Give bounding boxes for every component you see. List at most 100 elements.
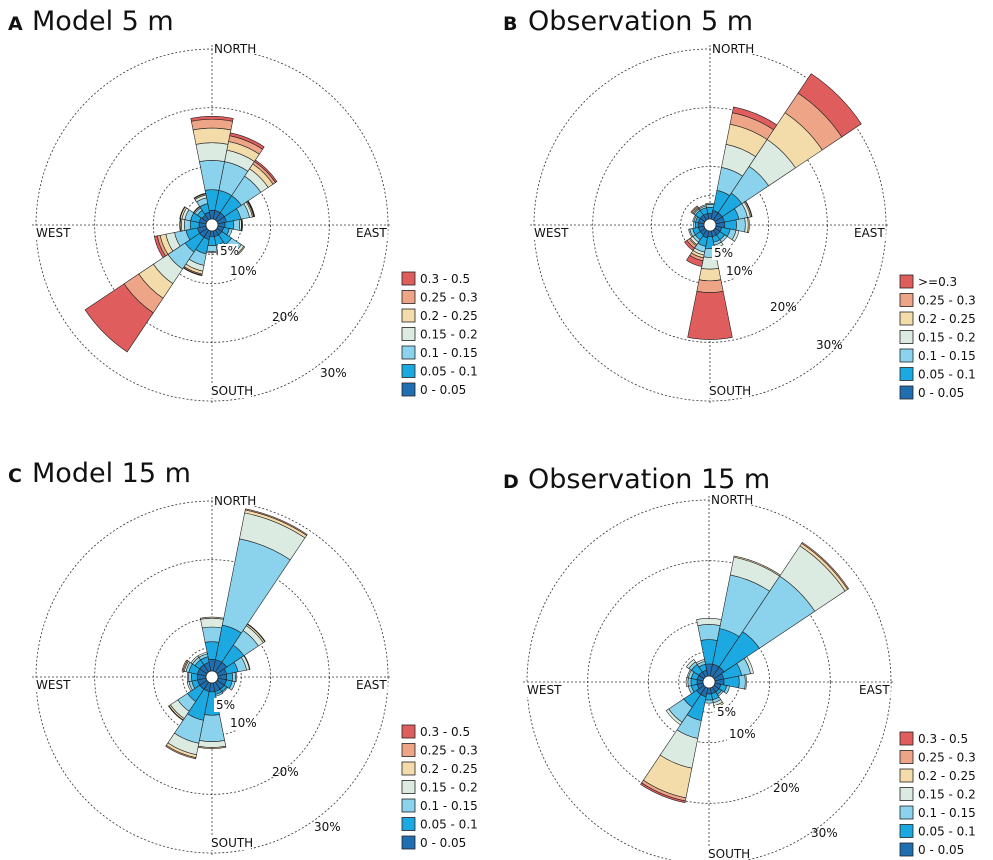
grid-ring [35,48,389,402]
legend-label: 0.05 - 0.1 [918,368,976,382]
legend-label: 0.3 - 0.5 [420,725,470,739]
ring-label: 10% [230,716,257,730]
panel-letter: B [503,13,517,35]
legend-swatch [899,842,914,857]
ring-label: 30% [816,338,843,352]
center-hole [702,675,716,689]
sector-nnw-bin-3 [197,651,208,658]
north-label: NORTH [711,493,753,507]
north-label-bg [710,493,751,507]
legend-swatch [401,345,416,360]
west-label-bg [35,678,68,692]
north-label-bg [711,42,752,56]
ring-label: 5% [717,705,736,719]
ring-label: 10% [230,264,257,278]
sector-w-bin-2 [183,219,191,231]
ring-label: 30% [811,826,838,840]
panel-letter: C [8,465,22,487]
legend-swatch [401,835,416,850]
sector-nw-bin-5 [690,205,699,214]
legend-label: 0.1 - 0.15 [420,346,478,360]
legend-swatch [401,761,416,776]
sector-s-bin-3 [197,740,227,748]
legend-label: 0.1 - 0.15 [420,799,478,813]
legend-swatch [401,724,416,739]
sector-e-bin-4 [747,216,750,234]
legend-swatch [899,293,914,307]
legend-label: 0.25 - 0.3 [420,291,478,305]
sector-ne-bin-5 [246,623,266,643]
legend-swatch [401,817,416,831]
sector-nnw-bin-5 [193,192,207,199]
sector-w-bin-2 [687,677,692,687]
south-label-bg [210,836,251,850]
sector-e-bin-3 [744,674,747,690]
sector-n-bin-4 [192,127,232,145]
legend-swatch [401,290,416,304]
panel-title: Observation 5 m [528,6,753,37]
sector-wsw-bin-3 [688,228,694,238]
sector-sw-bin-3 [665,708,683,726]
ring-label: 20% [272,310,299,324]
sector-ene-bin-4 [243,654,251,670]
sector-e-bin-2 [735,217,746,233]
south-label-bg [210,384,251,398]
ring-label-bg [712,246,732,260]
legend-label: 0.05 - 0.1 [420,818,478,832]
sector-n-bin-3 [200,617,224,629]
windrose-panel-c: C Model 15 m NORTH SOUTH EAST WEST 5% 10% 20% 30%… [8,458,478,857]
sector-wsw-bin-6 [153,235,166,259]
legend-swatch [401,798,416,813]
west-label-bg [35,226,68,240]
ring-label: 30% [320,366,347,380]
south-label: SOUTH [211,384,253,398]
ring-label-bg [228,264,256,278]
west-label-bg [526,683,559,697]
legend-swatch [899,768,914,783]
sector-w-bin-2 [693,221,696,229]
legend-label: 0.15 - 0.2 [918,788,976,802]
legend: >=0.3 0.25 - 0.3 0.2 - 0.25 0.15 - 0.2 0.1 -… [899,274,976,400]
sector-s-bin-5 [696,279,724,293]
grid-ring [526,499,892,860]
ring-label: 5% [220,244,239,258]
panel-title: Model 5 m [32,6,174,37]
ring-label: 20% [773,781,800,795]
sector-ese-bin-2 [723,685,731,695]
ring-label-bg [715,705,735,719]
legend-swatch [401,271,416,286]
legend-label: >=0.3 [918,275,957,289]
west-label: WEST [534,226,569,240]
legend: 0.3 - 0.5 0.25 - 0.3 0.2 - 0.25 0.15 - 0.2 0… [899,731,976,857]
west-label-bg [533,226,566,240]
legend-swatch [899,274,914,289]
legend-label: 0.25 - 0.3 [420,744,478,758]
west-label: WEST [36,226,71,240]
ring-label-bg [218,244,238,258]
grid-ring [94,559,330,795]
sector-nw-bin-3 [685,658,696,669]
sector-n-bin-2 [697,624,721,641]
north-label-bg [213,494,254,508]
windrose-panel-a: A Model 5 m NORTH SOUTH EAST WEST 5% 10% 20% 30% 0… [8,6,478,405]
sector-ne-bin-6 [797,73,862,138]
sector-e-bin-2 [233,219,241,231]
legend-swatch [401,743,416,757]
sector-e-bin-5 [241,218,243,232]
sector-nnw-bin-3 [695,659,706,665]
sector-ese-bin-2 [228,680,236,691]
sector-s-bin-2 [704,699,714,704]
legend-label: 0.25 - 0.3 [918,751,976,765]
sector-s-bin-2 [206,244,218,252]
sector-n-bin-3 [705,202,715,206]
legend-label: 0.2 - 0.25 [420,309,478,323]
legend-label: 0.2 - 0.25 [420,762,478,776]
legend-label: 0.15 - 0.2 [918,331,976,345]
legend-swatch [401,364,416,378]
legend-swatch [401,327,416,341]
sector-s-bin-6 [687,290,733,340]
sector-wnw-bin-5 [179,206,186,220]
legend-swatch [899,750,914,764]
south-label-bg [707,847,748,860]
